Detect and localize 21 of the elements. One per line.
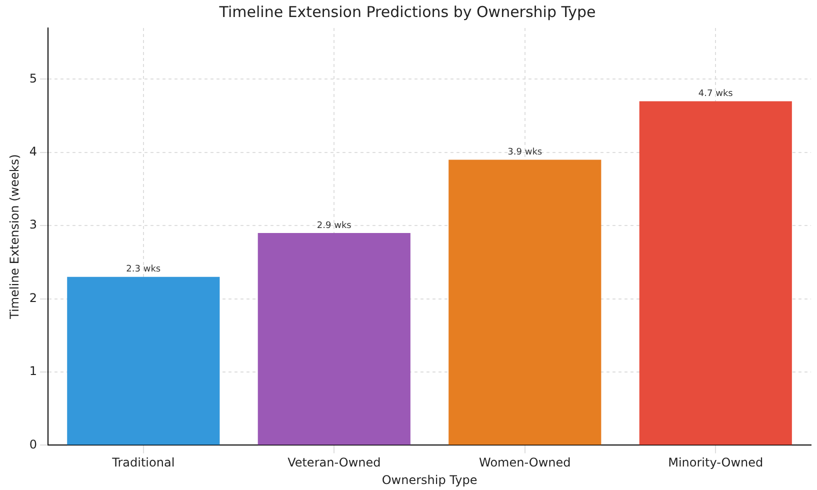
y-tick-label: 4 bbox=[29, 144, 38, 159]
y-tick-label: 0 bbox=[29, 437, 38, 452]
y-tick-label: 2 bbox=[29, 290, 38, 305]
x-axis-title: Ownership Type bbox=[382, 472, 478, 487]
y-axis-title: Timeline Extension (weeks) bbox=[7, 154, 22, 320]
chart-title: Timeline Extension Predictions by Ownership Type bbox=[218, 2, 596, 21]
x-tick-label: Veteran-Owned bbox=[288, 456, 381, 470]
bar bbox=[258, 232, 410, 445]
x-tick-label: Women-Owned bbox=[479, 456, 571, 470]
bar bbox=[67, 276, 220, 445]
x-tick-label: Minority-Owned bbox=[668, 456, 764, 470]
data-label: 2.9 wks bbox=[316, 220, 352, 231]
bar bbox=[448, 160, 602, 445]
y-tick-label: 5 bbox=[29, 71, 38, 86]
data-label: 2.3 wks bbox=[126, 264, 161, 275]
x-tick-label: Traditional bbox=[111, 456, 175, 470]
bar bbox=[639, 101, 792, 445]
y-tick-label: 3 bbox=[29, 218, 38, 232]
data-label: 3.9 wks bbox=[508, 148, 542, 158]
y-tick-label: 1 bbox=[29, 364, 38, 378]
data-label: 4.7 wks bbox=[698, 89, 734, 100]
